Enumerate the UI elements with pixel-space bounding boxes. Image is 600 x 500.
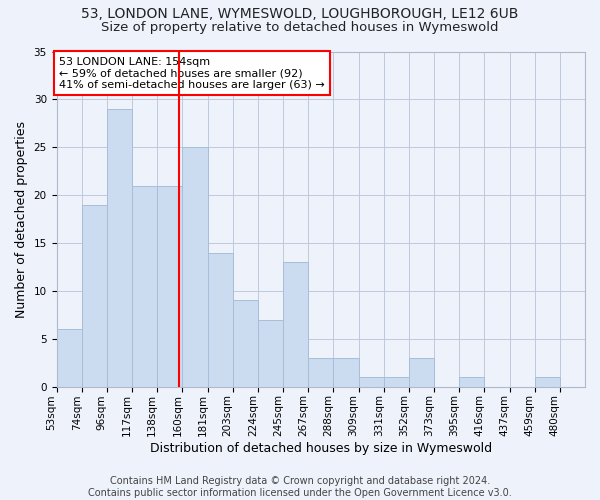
Bar: [359, 377, 383, 386]
Bar: [409, 358, 434, 386]
Bar: [258, 320, 283, 386]
Bar: [182, 148, 208, 386]
Text: Size of property relative to detached houses in Wymeswold: Size of property relative to detached ho…: [101, 21, 499, 34]
Bar: [82, 204, 107, 386]
Bar: [308, 358, 334, 386]
Bar: [208, 252, 233, 386]
Bar: [459, 377, 484, 386]
Bar: [283, 262, 308, 386]
Bar: [56, 329, 82, 386]
X-axis label: Distribution of detached houses by size in Wymeswold: Distribution of detached houses by size …: [150, 442, 492, 455]
Y-axis label: Number of detached properties: Number of detached properties: [15, 120, 28, 318]
Bar: [107, 109, 132, 386]
Bar: [233, 300, 258, 386]
Text: Contains HM Land Registry data © Crown copyright and database right 2024.
Contai: Contains HM Land Registry data © Crown c…: [88, 476, 512, 498]
Text: 53, LONDON LANE, WYMESWOLD, LOUGHBOROUGH, LE12 6UB: 53, LONDON LANE, WYMESWOLD, LOUGHBOROUGH…: [82, 8, 518, 22]
Bar: [383, 377, 409, 386]
Text: 53 LONDON LANE: 154sqm
← 59% of detached houses are smaller (92)
41% of semi-det: 53 LONDON LANE: 154sqm ← 59% of detached…: [59, 56, 325, 90]
Bar: [334, 358, 359, 386]
Bar: [132, 186, 157, 386]
Bar: [535, 377, 560, 386]
Bar: [157, 186, 182, 386]
